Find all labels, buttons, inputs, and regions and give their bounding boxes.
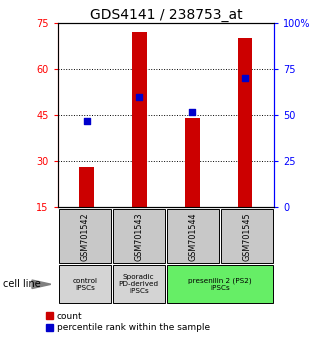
Bar <box>221 210 273 263</box>
Bar <box>79 167 94 207</box>
Text: cell line: cell line <box>3 279 41 289</box>
Text: Sporadic
PD-derived
iPSCs: Sporadic PD-derived iPSCs <box>119 274 159 294</box>
Point <box>137 94 142 99</box>
Bar <box>59 265 111 303</box>
Point <box>189 109 195 115</box>
Bar <box>167 265 273 303</box>
Text: GSM701545: GSM701545 <box>242 212 251 261</box>
Bar <box>132 32 147 207</box>
Bar <box>113 210 165 263</box>
Text: presenilin 2 (PS2)
iPSCs: presenilin 2 (PS2) iPSCs <box>188 278 252 291</box>
Text: GSM701542: GSM701542 <box>80 212 89 261</box>
Bar <box>59 210 111 263</box>
Polygon shape <box>32 280 51 289</box>
Text: GSM701543: GSM701543 <box>134 212 143 261</box>
Title: GDS4141 / 238753_at: GDS4141 / 238753_at <box>89 8 242 22</box>
Bar <box>238 38 252 207</box>
Point <box>242 75 248 81</box>
Bar <box>185 118 200 207</box>
Text: GSM701544: GSM701544 <box>188 212 197 261</box>
Point <box>84 118 89 124</box>
Bar <box>167 210 219 263</box>
Text: control
IPSCs: control IPSCs <box>72 278 97 291</box>
Legend: count, percentile rank within the sample: count, percentile rank within the sample <box>46 312 210 332</box>
Bar <box>113 265 165 303</box>
